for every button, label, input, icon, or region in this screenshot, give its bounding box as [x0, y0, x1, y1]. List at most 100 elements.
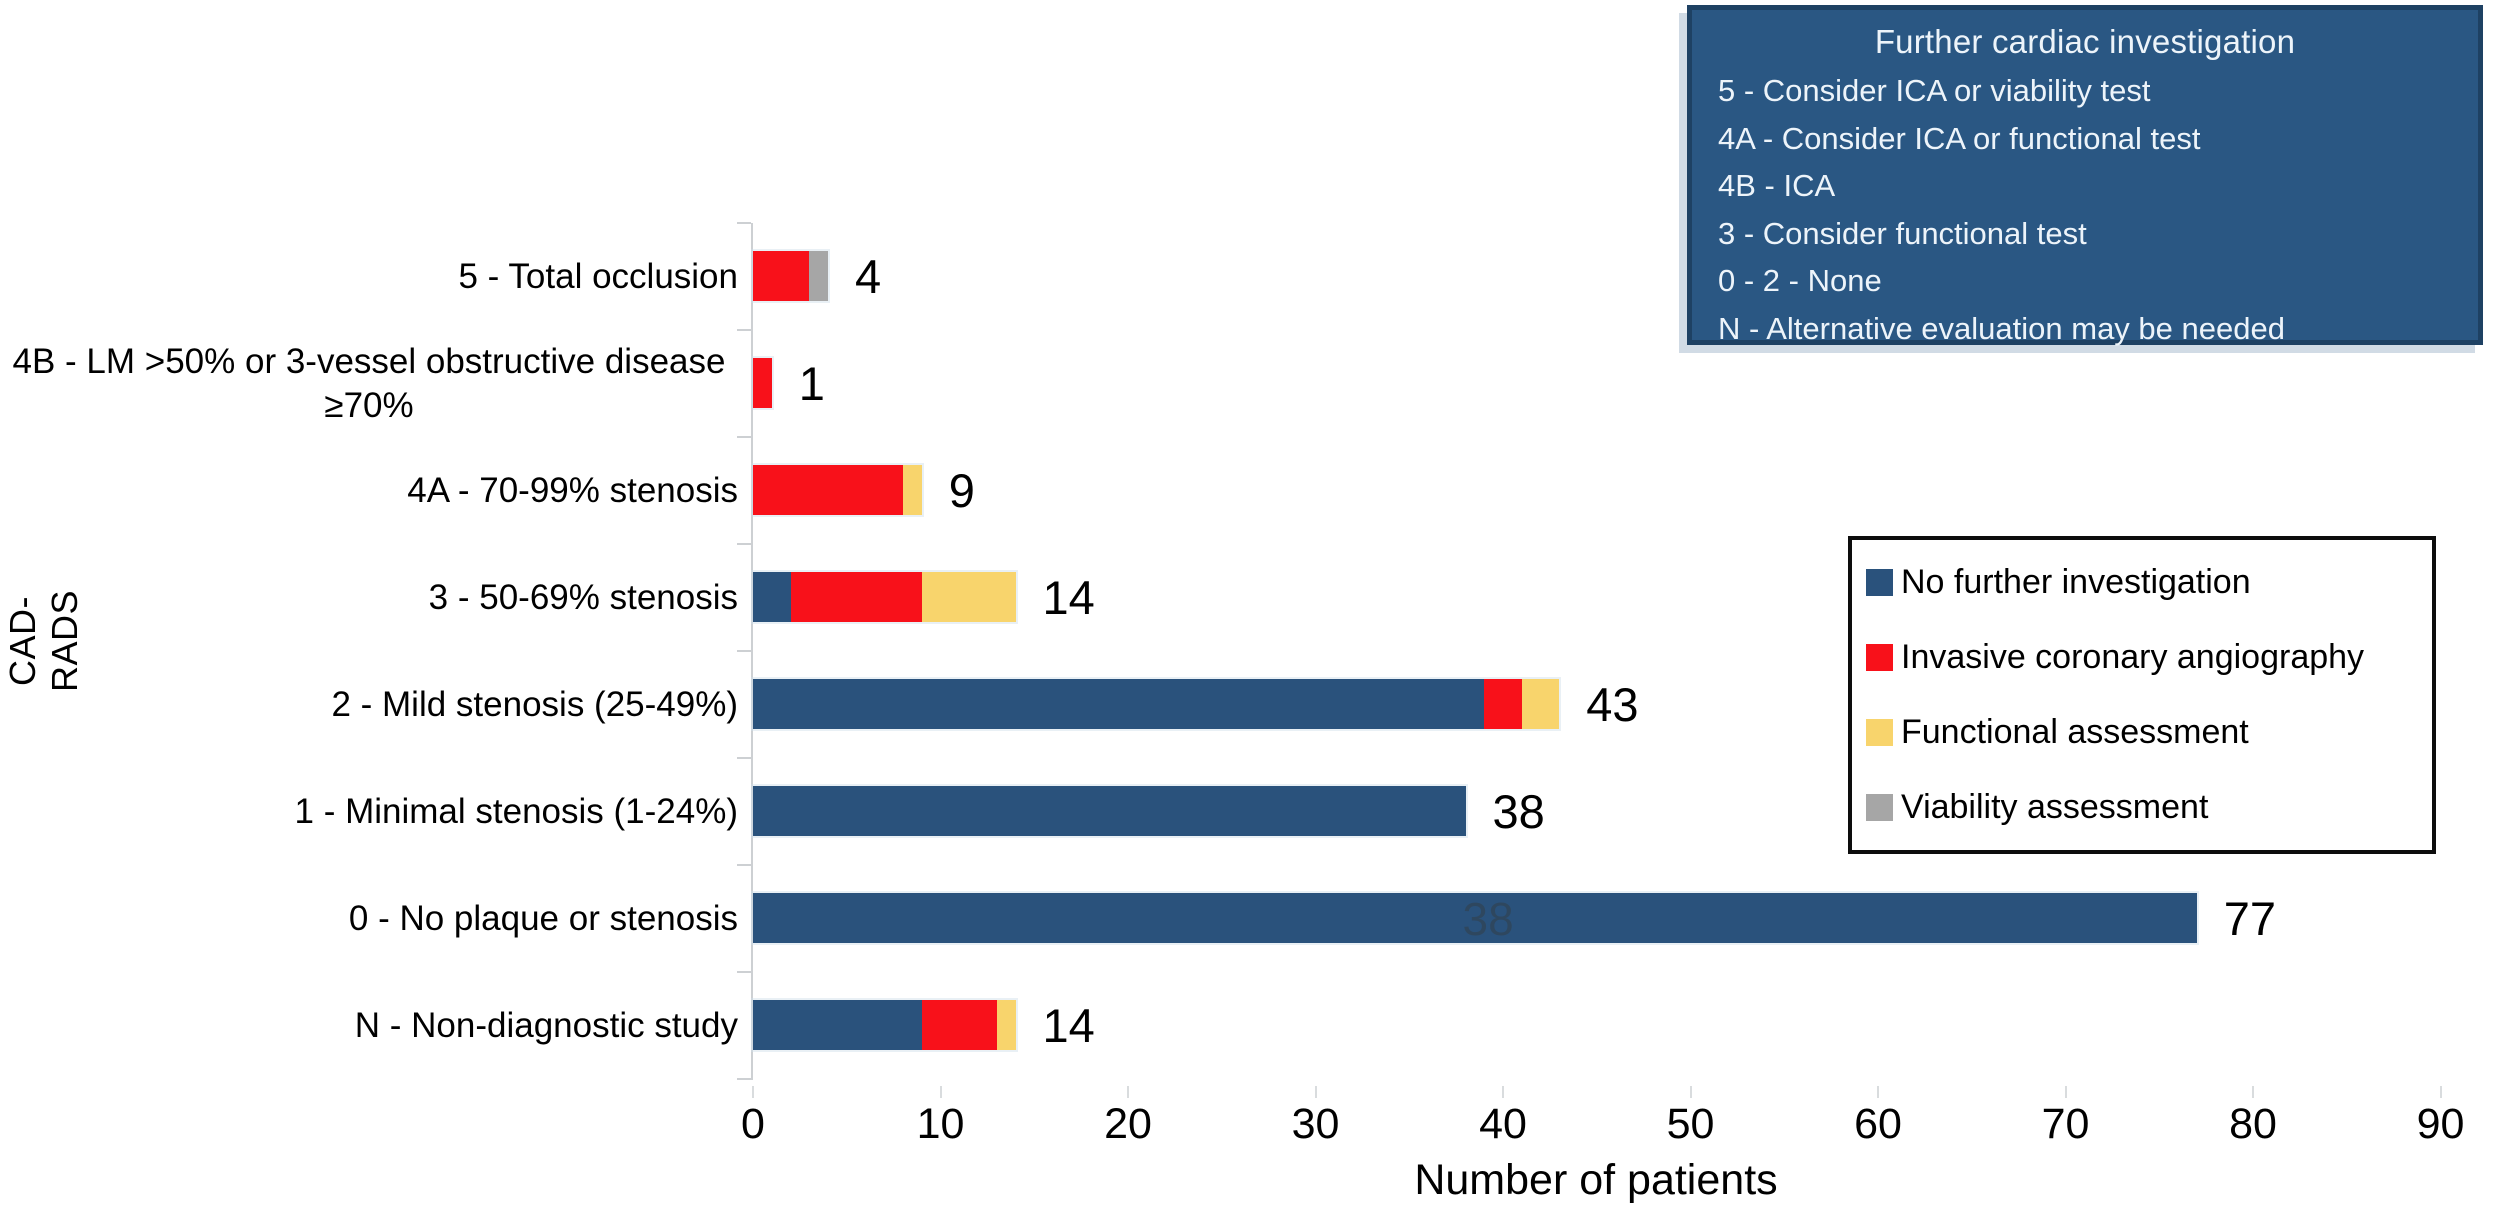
bar-segment-functional-assessment	[1521, 679, 1560, 729]
x-axis-tick-label: 70	[2041, 1100, 2090, 1148]
x-axis-tick-label: 20	[1104, 1100, 1152, 1148]
bar-value-label: 38	[1492, 785, 1545, 838]
category-label-line: 5 - Total occlusion	[458, 256, 738, 296]
bar-segment-invasive-coronary-angiography	[753, 465, 903, 515]
x-axis-tick	[1877, 1086, 1879, 1098]
bar-value-label: 14	[1042, 571, 1095, 624]
category-label-line: 0 - No plaque or stenosis	[348, 898, 738, 938]
x-axis-tick	[2064, 1086, 2067, 1098]
info-box-line: 0 - 2 - None	[1718, 263, 1882, 298]
bar-value-label: 4	[855, 250, 882, 303]
x-axis-tick	[2439, 1086, 2442, 1098]
y-axis-tick	[737, 222, 751, 224]
bar-segment-invasive-coronary-angiography	[1484, 679, 1522, 729]
x-axis-tick	[1689, 1086, 1692, 1098]
legend-item-label: Viability assessment	[1901, 788, 2209, 827]
legend-item: Invasive coronary angiography	[1866, 633, 2432, 681]
x-axis-tick-label: 30	[1291, 1100, 1340, 1148]
x-axis-tick	[1127, 1086, 1129, 1098]
x-axis-tick-label: 10	[916, 1100, 965, 1148]
series-legend: No further investigation Invasive coronar…	[1848, 536, 2436, 854]
legend-item-label: No further investigation	[1901, 562, 2251, 601]
category-label: 0 - No plaque or stenosis	[0, 865, 738, 972]
x-axis-tick-label: 60	[1854, 1100, 1902, 1148]
y-axis-tick	[737, 329, 751, 331]
bar-value-label: 9	[948, 464, 975, 517]
bar-segment-no-further-investigation	[753, 1000, 922, 1050]
legend-color-swatch	[1866, 643, 1893, 671]
bar-segment-invasive-coronary-angiography	[921, 1000, 997, 1050]
bar-segment-invasive-coronary-angiography	[753, 358, 772, 408]
category-label-line: ≥70%	[324, 385, 414, 425]
legend-item: Viability assessment	[1866, 784, 2432, 832]
info-box-line: 3 - Consider functional test	[1718, 215, 2087, 251]
bar-value-label: 43	[1586, 678, 1639, 731]
x-axis-tick	[939, 1086, 942, 1098]
legend-item: Functional assessment	[1866, 709, 2432, 757]
further-investigation-info-box: Further cardiac investigation 5 - Consid…	[1687, 5, 2483, 346]
info-box-title: Further cardiac investigation	[1874, 23, 2296, 60]
stacked-bar	[753, 1000, 1016, 1050]
info-box-line: 4A - Consider ICA or functional test	[1718, 120, 2201, 156]
category-label: 5 - Total occlusion	[0, 223, 738, 330]
x-axis-tick	[1502, 1086, 1504, 1098]
category-label-line: 3 - 50-69% stenosis	[428, 577, 738, 617]
bar-segment-functional-assessment	[903, 465, 922, 515]
y-axis-tick	[737, 650, 751, 652]
bar-segment-functional-assessment	[921, 572, 1016, 622]
stacked-bar	[753, 465, 922, 515]
category-label-line: 1 - Minimal stenosis (1-24%)	[294, 791, 738, 831]
bar-segment-no-further-investigation	[753, 572, 791, 622]
legend-item-label: Invasive coronary angiography	[1901, 637, 2365, 676]
category-label: N - Non-diagnostic study	[0, 972, 738, 1079]
x-axis-tick	[1314, 1086, 1317, 1098]
category-label: 4A - 70-99% stenosis	[0, 437, 738, 544]
category-label-line: 2 - Mild stenosis (25-49%)	[331, 684, 738, 724]
bar-value-label: 77	[2223, 892, 2277, 945]
legend-item: No further investigation	[1866, 558, 2432, 606]
y-axis-tick	[737, 1078, 751, 1080]
y-axis-tick	[737, 864, 751, 866]
y-axis-tick	[737, 757, 751, 759]
category-label-line: 4B - LM >50% or 3-vessel obstructive dis…	[12, 341, 726, 381]
stacked-bar	[753, 786, 1466, 836]
category-label: 1 - Minimal stenosis (1-24%)	[0, 758, 738, 865]
bar-segment-invasive-coronary-angiography	[790, 572, 922, 622]
x-axis-tick-label: 40	[1479, 1100, 1527, 1148]
bar-segment-invasive-coronary-angiography	[753, 251, 810, 301]
x-axis-tick-label: 80	[2229, 1100, 2277, 1148]
bar-value-label: 14	[1042, 999, 1095, 1052]
x-axis-title: Number of patients	[1414, 1156, 1778, 1204]
bar-value-label: 1	[798, 357, 825, 410]
x-axis-tick	[752, 1086, 754, 1098]
bar-segment-functional-assessment	[996, 1000, 1016, 1050]
bar-segment-viability-assessment	[809, 251, 828, 301]
bar-segment-no-further-investigation	[753, 679, 1485, 729]
category-label-line: N - Non-diagnostic study	[354, 1005, 738, 1045]
stacked-bar	[753, 251, 828, 301]
info-box-line: 5 - Consider ICA or viability test	[1718, 73, 2151, 108]
category-label: 4B - LM >50% or 3-vessel obstructive dis…	[0, 330, 738, 437]
x-axis-tick-label: 50	[1666, 1100, 1715, 1148]
info-box-lines: 5 - Consider ICA or viability test 4A - C…	[1692, 61, 2478, 352]
y-axis-tick	[737, 543, 751, 545]
x-axis-tick	[2252, 1086, 2254, 1098]
legend-color-swatch	[1866, 719, 1893, 747]
category-label: 3 - 50-69% stenosis	[0, 544, 738, 651]
bar-segment-no-further-investigation	[753, 786, 1466, 836]
stacked-bar	[753, 358, 772, 408]
y-axis-tick	[737, 971, 751, 973]
stacked-bar	[753, 893, 2197, 943]
y-axis-tick	[737, 436, 751, 438]
category-label: 2 - Mild stenosis (25-49%)	[0, 651, 738, 758]
ghost-value-label: 38	[1462, 892, 1514, 945]
info-box-line: N - Alternative evaluation may be needed	[1718, 310, 2285, 346]
legend-color-swatch	[1866, 568, 1893, 596]
stacked-bar	[753, 679, 1560, 729]
category-label-line: 4A - 70-99% stenosis	[407, 470, 738, 510]
y-axis-line	[751, 223, 753, 1080]
x-axis-tick-label: 0	[741, 1100, 765, 1148]
legend-item-label: Functional assessment	[1901, 713, 2249, 752]
stacked-bar	[753, 572, 1016, 622]
